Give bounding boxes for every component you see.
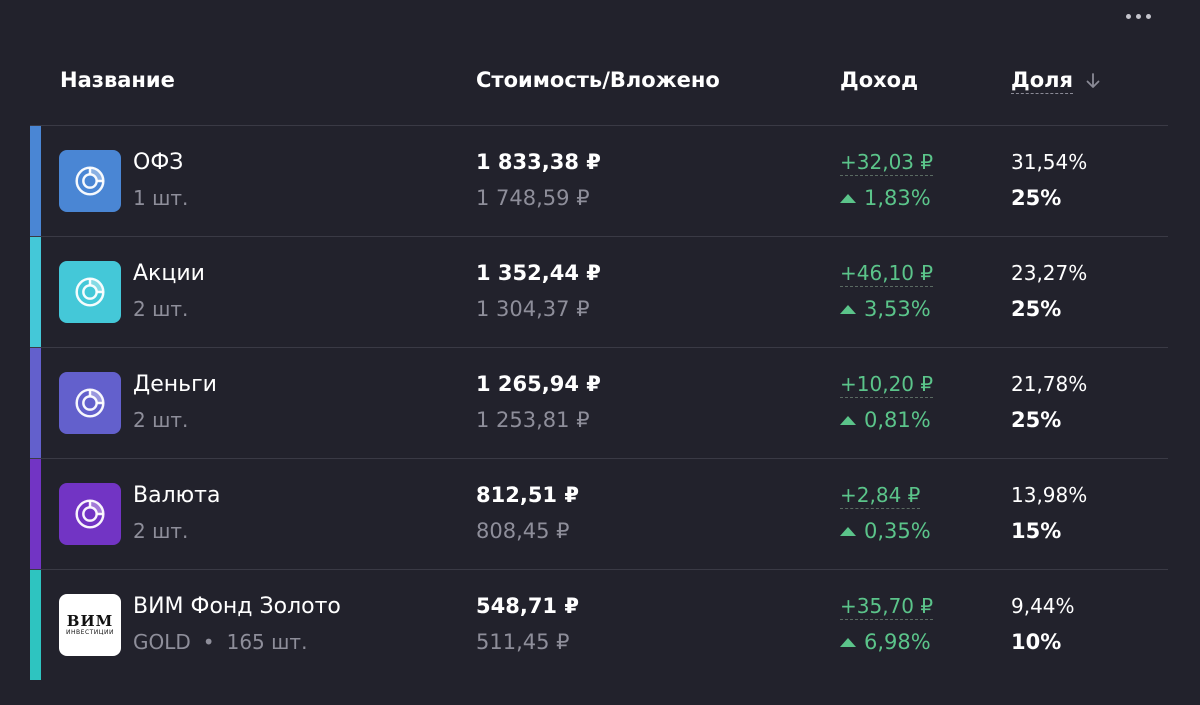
triangle-up-icon <box>840 526 856 536</box>
logo-text: ВИМ <box>66 612 114 630</box>
income-percent-value: 6,98% <box>864 630 931 654</box>
triangle-up-icon <box>840 304 856 314</box>
asset-invested: 808,45 ₽ <box>476 519 570 543</box>
asset-ticker: GOLD <box>133 630 191 654</box>
asset-income-percent: 3,53% <box>840 297 931 321</box>
asset-income-percent: 0,81% <box>840 408 931 432</box>
column-header-name[interactable]: Название <box>60 68 175 92</box>
more-dot <box>1145 13 1151 19</box>
asset-logo <box>59 150 121 212</box>
table-row[interactable]: Деньги 2 шт. 1 265,94 ₽ 1 253,81 ₽ +10,20 ₽ 0… <box>30 347 1168 458</box>
asset-income[interactable]: +35,70 ₽ <box>840 594 934 620</box>
asset-share: 23,27% <box>1011 261 1088 285</box>
asset-share: 13,98% <box>1011 483 1088 507</box>
asset-value: 1 833,38 ₽ <box>476 150 601 174</box>
more-horizontal-icon <box>1125 13 1131 19</box>
asset-income[interactable]: +46,10 ₽ <box>840 261 934 287</box>
income-percent-value: 0,35% <box>864 519 931 543</box>
asset-invested: 511,45 ₽ <box>476 630 570 654</box>
income-percent-value: 3,53% <box>864 297 931 321</box>
asset-quantity: 2 шт. <box>133 408 189 432</box>
asset-subtitle: GOLD • 165 шт. <box>133 630 307 654</box>
donut-chart-icon <box>75 166 105 196</box>
asset-invested: 1 304,37 ₽ <box>476 297 590 321</box>
asset-income-percent: 6,98% <box>840 630 931 654</box>
asset-share: 9,44% <box>1011 594 1075 618</box>
asset-name: ВИМ Фонд Золото <box>133 594 341 619</box>
asset-income-percent: 1,83% <box>840 186 931 210</box>
table-row[interactable]: Валюта 2 шт. 812,51 ₽ 808,45 ₽ +2,84 ₽ 0,35% 1… <box>30 458 1168 569</box>
donut-chart-icon <box>75 388 105 418</box>
asset-invested: 1 253,81 ₽ <box>476 408 590 432</box>
asset-value: 1 352,44 ₽ <box>476 261 601 285</box>
category-stripe <box>30 459 41 569</box>
asset-income[interactable]: +2,84 ₽ <box>840 483 921 509</box>
asset-name: Валюта <box>133 483 221 508</box>
asset-target-share: 25% <box>1011 186 1062 210</box>
more-options-button[interactable] <box>1118 4 1158 28</box>
asset-target-share: 10% <box>1011 630 1062 654</box>
category-stripe <box>30 237 41 347</box>
table-row[interactable]: ОФЗ 1 шт. 1 833,38 ₽ 1 748,59 ₽ +32,03 ₽ 1,83… <box>30 125 1168 236</box>
asset-quantity: 2 шт. <box>133 297 189 321</box>
separator-dot: • <box>202 630 215 654</box>
asset-logo <box>59 372 121 434</box>
column-header-share-label: Доля <box>1011 68 1073 94</box>
triangle-up-icon <box>840 637 856 647</box>
asset-income[interactable]: +32,03 ₽ <box>840 150 934 176</box>
asset-invested: 1 748,59 ₽ <box>476 186 590 210</box>
asset-income[interactable]: +10,20 ₽ <box>840 372 934 398</box>
asset-target-share: 25% <box>1011 297 1062 321</box>
asset-logo <box>59 483 121 545</box>
asset-name: Акции <box>133 261 205 286</box>
arrow-down-icon <box>1086 73 1100 88</box>
more-dot <box>1135 13 1141 19</box>
asset-table: ОФЗ 1 шт. 1 833,38 ₽ 1 748,59 ₽ +32,03 ₽ 1,83… <box>30 125 1168 680</box>
income-percent-value: 1,83% <box>864 186 931 210</box>
triangle-up-icon <box>840 415 856 425</box>
asset-value: 1 265,94 ₽ <box>476 372 601 396</box>
column-header-income[interactable]: Доход <box>840 68 919 92</box>
column-header-value[interactable]: Стоимость/Вложено <box>476 68 720 92</box>
asset-value: 812,51 ₽ <box>476 483 579 507</box>
asset-name: ОФЗ <box>133 150 184 175</box>
asset-value: 548,71 ₽ <box>476 594 579 618</box>
asset-quantity: 1 шт. <box>133 186 189 210</box>
asset-income-percent: 0,35% <box>840 519 931 543</box>
donut-chart-icon <box>75 277 105 307</box>
triangle-up-icon <box>840 193 856 203</box>
asset-logo <box>59 261 121 323</box>
table-row[interactable]: ВИМ ИНВЕСТИЦИИ ВИМ Фонд Золото GOLD • 165 шт.… <box>30 569 1168 680</box>
asset-logo: ВИМ ИНВЕСТИЦИИ <box>59 594 121 656</box>
income-percent-value: 0,81% <box>864 408 931 432</box>
asset-name: Деньги <box>133 372 217 397</box>
logo-subtext: ИНВЕСТИЦИИ <box>66 629 114 636</box>
asset-quantity: 165 шт. <box>226 630 308 654</box>
category-stripe <box>30 570 41 680</box>
donut-chart-icon <box>75 499 105 529</box>
asset-target-share: 25% <box>1011 408 1062 432</box>
table-header: Название Стоимость/Вложено Доход Доля <box>0 62 1200 102</box>
asset-share: 31,54% <box>1011 150 1088 174</box>
asset-share: 21,78% <box>1011 372 1088 396</box>
asset-target-share: 15% <box>1011 519 1062 543</box>
category-stripe <box>30 126 41 236</box>
category-stripe <box>30 348 41 458</box>
asset-quantity: 2 шт. <box>133 519 189 543</box>
table-row[interactable]: Акции 2 шт. 1 352,44 ₽ 1 304,37 ₽ +46,10 ₽ 3,… <box>30 236 1168 347</box>
column-header-share[interactable]: Доля <box>1011 68 1103 94</box>
